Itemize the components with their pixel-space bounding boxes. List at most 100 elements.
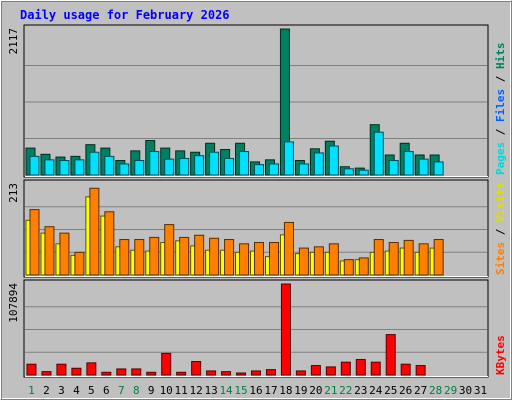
day-label: 30 (459, 384, 472, 397)
day-label: 26 (399, 384, 412, 397)
day-label: 4 (73, 384, 80, 397)
series-label-part: / (494, 222, 507, 242)
bar-files-day-9 (149, 151, 160, 176)
panel-frame (23, 279, 489, 378)
day-label: 16 (249, 384, 262, 397)
day-label: 1 (28, 384, 35, 397)
bar-files-day-10 (164, 158, 175, 176)
bar-kbytes-day-12 (191, 361, 202, 376)
day-label: 12 (190, 384, 203, 397)
day-label: 13 (204, 384, 217, 397)
day-label: 5 (88, 384, 95, 397)
bar-sites-day-10 (164, 224, 175, 276)
day-label: 17 (264, 384, 277, 397)
day-label: 15 (234, 384, 247, 397)
bar-files-day-4 (74, 159, 85, 176)
chart-title: Daily usage for February 2026 (20, 8, 230, 22)
bar-sites-day-13 (209, 237, 220, 276)
bar-files-day-26 (403, 151, 414, 176)
bar-kbytes-day-17 (265, 369, 276, 376)
bar-kbytes-day-1 (26, 363, 37, 376)
bar-kbytes-day-9 (146, 371, 157, 376)
bar-kbytes-day-26 (400, 363, 411, 376)
day-label: 31 (474, 384, 487, 397)
bar-kbytes-day-24 (370, 361, 381, 376)
bar-files-day-25 (388, 160, 399, 176)
bar-sites-day-3 (59, 232, 70, 276)
bar-files-day-3 (59, 160, 70, 176)
bar-sites-day-15 (239, 243, 250, 276)
bar-kbytes-day-5 (86, 362, 97, 376)
bar-files-day-7 (119, 163, 130, 176)
day-label: 10 (160, 384, 173, 397)
bar-files-day-2 (44, 159, 55, 176)
bar-files-day-20 (313, 152, 324, 176)
bar-files-day-11 (179, 157, 190, 176)
bar-sites-day-17 (268, 242, 279, 276)
day-label: 28 (429, 384, 442, 397)
bar-kbytes-day-21 (325, 366, 336, 376)
day-label: 20 (309, 384, 322, 397)
bar-sites-day-18 (283, 221, 294, 276)
axis-max-label: 107894 (7, 283, 20, 323)
bar-files-day-19 (298, 163, 309, 176)
bar-files-day-14 (224, 157, 235, 176)
day-label: 23 (354, 384, 367, 397)
bar-kbytes-day-22 (340, 361, 351, 376)
bar-kbytes-day-7 (116, 368, 127, 376)
series-label: Pages / Files / Hits (494, 43, 507, 176)
bar-files-day-23 (358, 169, 369, 176)
bar-sites-day-12 (194, 234, 205, 276)
bar-kbytes-day-13 (206, 370, 217, 376)
series-label-part: Sites (494, 242, 507, 275)
day-label: 29 (444, 384, 457, 397)
bar-files-day-8 (134, 160, 145, 176)
bar-files-day-27 (418, 158, 429, 176)
bar-files-day-22 (343, 168, 354, 176)
bar-sites-day-5 (89, 187, 100, 276)
series-label-part: Visits (494, 182, 507, 222)
series-label-part: Files (494, 89, 507, 122)
bar-files-day-18 (283, 141, 294, 176)
bar-kbytes-day-20 (310, 365, 321, 376)
bar-sites-day-9 (149, 236, 160, 276)
bar-sites-day-21 (328, 243, 339, 276)
day-label: 6 (103, 384, 110, 397)
day-label: 11 (175, 384, 188, 397)
panel-hits-files-pages: 2117 Pages / Files / Hits (7, 24, 507, 178)
bar-kbytes-day-8 (131, 368, 142, 376)
bar-sites-day-20 (313, 246, 324, 276)
axis-max-label: 2117 (7, 28, 20, 55)
bar-kbytes-day-23 (355, 358, 366, 376)
bar-sites-day-1 (29, 209, 40, 276)
series-label: KBytes (494, 335, 507, 375)
bar-kbytes-day-25 (385, 334, 396, 376)
bar-sites-day-14 (224, 239, 235, 276)
day-label: 22 (339, 384, 352, 397)
bar-files-day-17 (268, 163, 279, 176)
bar-files-day-28 (433, 161, 444, 176)
bar-sites-day-23 (358, 257, 369, 276)
bar-files-day-15 (239, 151, 250, 176)
bar-files-day-13 (209, 151, 220, 176)
bar-files-day-1 (29, 155, 40, 176)
day-label: 9 (148, 384, 155, 397)
bar-kbytes-day-14 (221, 371, 232, 376)
series-label: Sites / Visits (494, 182, 507, 275)
bar-files-day-12 (194, 155, 205, 176)
bar-sites-day-16 (254, 242, 265, 276)
bar-sites-day-6 (104, 211, 115, 276)
day-label: 7 (118, 384, 125, 397)
bar-kbytes-day-15 (236, 372, 247, 376)
bar-sites-day-7 (119, 239, 130, 276)
bar-kbytes-day-18 (280, 283, 291, 376)
series-label-part: / (494, 122, 507, 142)
bar-kbytes-day-4 (71, 367, 82, 376)
bar-sites-day-25 (388, 242, 399, 276)
bar-sites-day-4 (74, 251, 85, 276)
bar-kbytes-day-16 (251, 370, 261, 376)
bar-files-day-24 (373, 131, 384, 176)
bar-sites-day-19 (298, 247, 309, 276)
